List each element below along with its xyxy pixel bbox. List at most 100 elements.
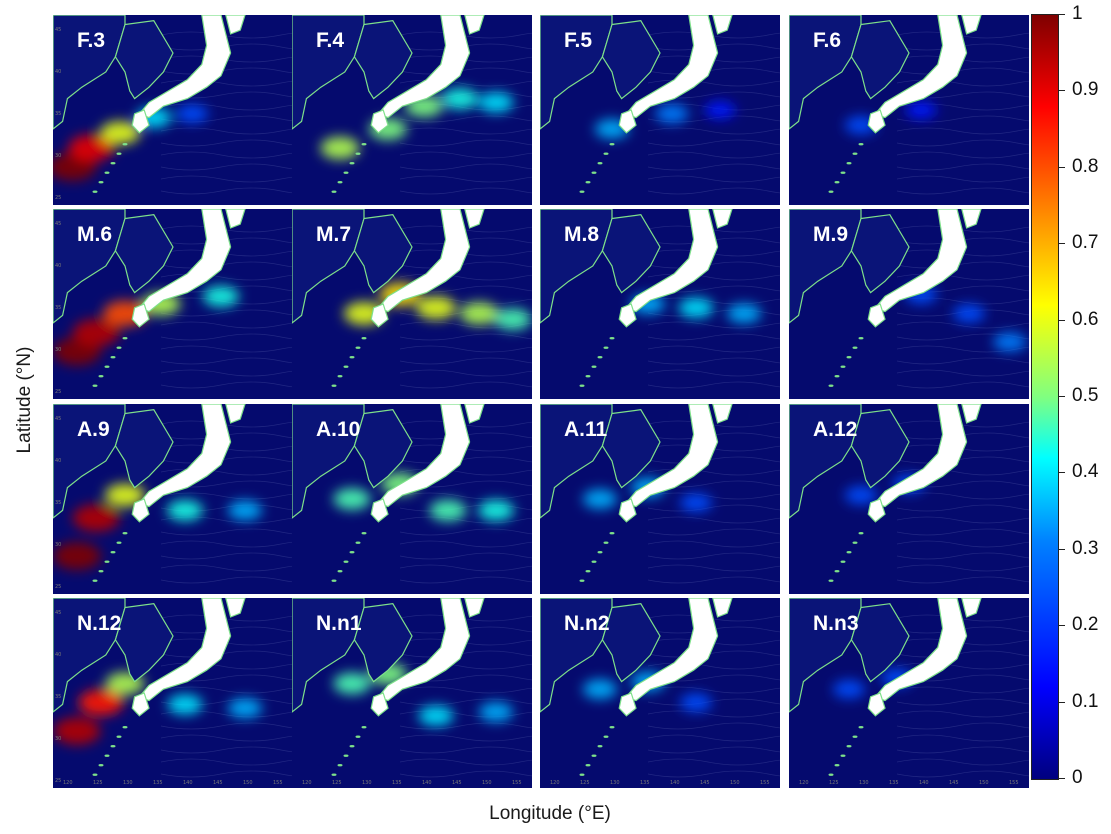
longitude-tick-label: 120	[63, 780, 73, 786]
plume-blob	[320, 136, 360, 160]
longitude-tick-label: 155	[512, 780, 522, 786]
concentration-plume	[53, 286, 239, 366]
ryukyu-island	[116, 735, 122, 738]
japan-honshu	[138, 209, 232, 313]
panel-label: N.n2	[564, 612, 610, 635]
japan-hokkaido	[464, 404, 485, 424]
current-streak	[647, 698, 780, 706]
current-streak	[647, 163, 780, 171]
japan-honshu	[138, 598, 232, 702]
panel-label: M.6	[77, 223, 113, 246]
map-canvas	[292, 404, 532, 584]
japan-hokkaido	[712, 15, 733, 35]
plume-blob	[680, 493, 712, 512]
ryukyu-island	[116, 346, 122, 349]
longitude-tick-label: 140	[183, 780, 193, 786]
plume-blob	[53, 542, 101, 570]
current-streak	[896, 444, 1029, 452]
ryukyu-island	[104, 171, 110, 174]
ryukyu-island	[337, 375, 343, 378]
current-streak	[160, 357, 293, 365]
ryukyu-island	[846, 162, 852, 165]
plume-blob	[479, 702, 513, 722]
longitude-tick-label: 150	[730, 780, 740, 786]
current-streak	[896, 175, 1029, 183]
china-landmass	[292, 598, 365, 713]
ryukyu-island	[591, 560, 597, 563]
current-streak	[647, 139, 780, 147]
japan-hokkaido	[961, 209, 982, 229]
longitude-tick-label: 130	[123, 780, 133, 786]
china-landmass	[789, 404, 862, 519]
ryukyu-island	[361, 337, 367, 340]
ryukyu-island	[609, 726, 615, 729]
korea-landmass	[601, 214, 661, 294]
current-streak	[160, 285, 293, 293]
current-streak	[647, 746, 780, 754]
japan-honshu	[874, 598, 968, 702]
current-streak	[399, 674, 532, 682]
ryukyu-island	[104, 365, 110, 368]
longitude-tick-label: 125	[332, 780, 342, 786]
plume-blob	[459, 302, 499, 325]
current-streak	[896, 746, 1029, 754]
japan-honshu	[138, 15, 232, 119]
current-streak	[896, 552, 1029, 560]
map-canvas	[540, 15, 780, 195]
current-streak	[896, 504, 1029, 512]
japan-kyushu	[131, 692, 150, 717]
ryukyu-island	[858, 337, 864, 340]
china-landmass	[789, 15, 862, 130]
japan-hokkaido	[464, 15, 485, 35]
current-streak	[160, 163, 293, 171]
current-streak	[647, 103, 780, 111]
map-canvas	[53, 598, 293, 778]
ryukyu-island	[858, 532, 864, 535]
panel-label: F.4	[316, 29, 345, 52]
china-landmass	[540, 404, 613, 519]
current-streak	[896, 321, 1029, 329]
ryukyu-island	[355, 541, 361, 544]
longitude-tick-label: 150	[243, 780, 253, 786]
ryukyu-island	[92, 190, 98, 193]
japan-hokkaido	[961, 598, 982, 618]
current-streak	[160, 552, 293, 560]
colorbar-tick-label: 0.4	[1072, 461, 1099, 483]
current-streak	[399, 55, 532, 63]
china-landmass	[292, 15, 365, 130]
current-streak	[896, 333, 1029, 341]
plume-blob	[680, 693, 712, 712]
current-streak	[647, 626, 780, 634]
current-streak	[647, 504, 780, 512]
current-streak	[399, 381, 532, 389]
japan-hokkaido	[225, 598, 246, 618]
current-streak	[399, 722, 532, 730]
current-streak	[647, 43, 780, 51]
current-streak	[896, 115, 1029, 123]
current-streak	[399, 516, 532, 524]
longitude-tick-label: 135	[153, 780, 163, 786]
china-landmass	[292, 404, 365, 519]
latitude-tick-label: 45	[55, 27, 62, 33]
current-streak	[647, 770, 780, 778]
colorbar-tick-label: 0.1	[1072, 690, 1099, 712]
ryukyu-island	[104, 754, 110, 757]
panel-label: A.12	[813, 418, 858, 441]
japan-kyushu	[370, 692, 389, 717]
current-streak	[647, 686, 780, 694]
longitude-tick-label: 145	[452, 780, 462, 786]
ryukyu-island	[585, 764, 591, 767]
ryukyu-island	[852, 541, 858, 544]
map-panel: A.11	[540, 404, 780, 594]
current-streak	[160, 151, 293, 159]
current-streak	[160, 420, 293, 428]
longitude-tick-label: 150	[482, 780, 492, 786]
longitude-tick-label: 135	[889, 780, 899, 786]
plume-blob	[203, 286, 239, 307]
current-streak	[647, 187, 780, 195]
map-canvas	[540, 598, 780, 778]
japan-kyushu	[618, 109, 637, 134]
map-panel: F.6	[789, 15, 1029, 205]
current-streak	[399, 420, 532, 428]
